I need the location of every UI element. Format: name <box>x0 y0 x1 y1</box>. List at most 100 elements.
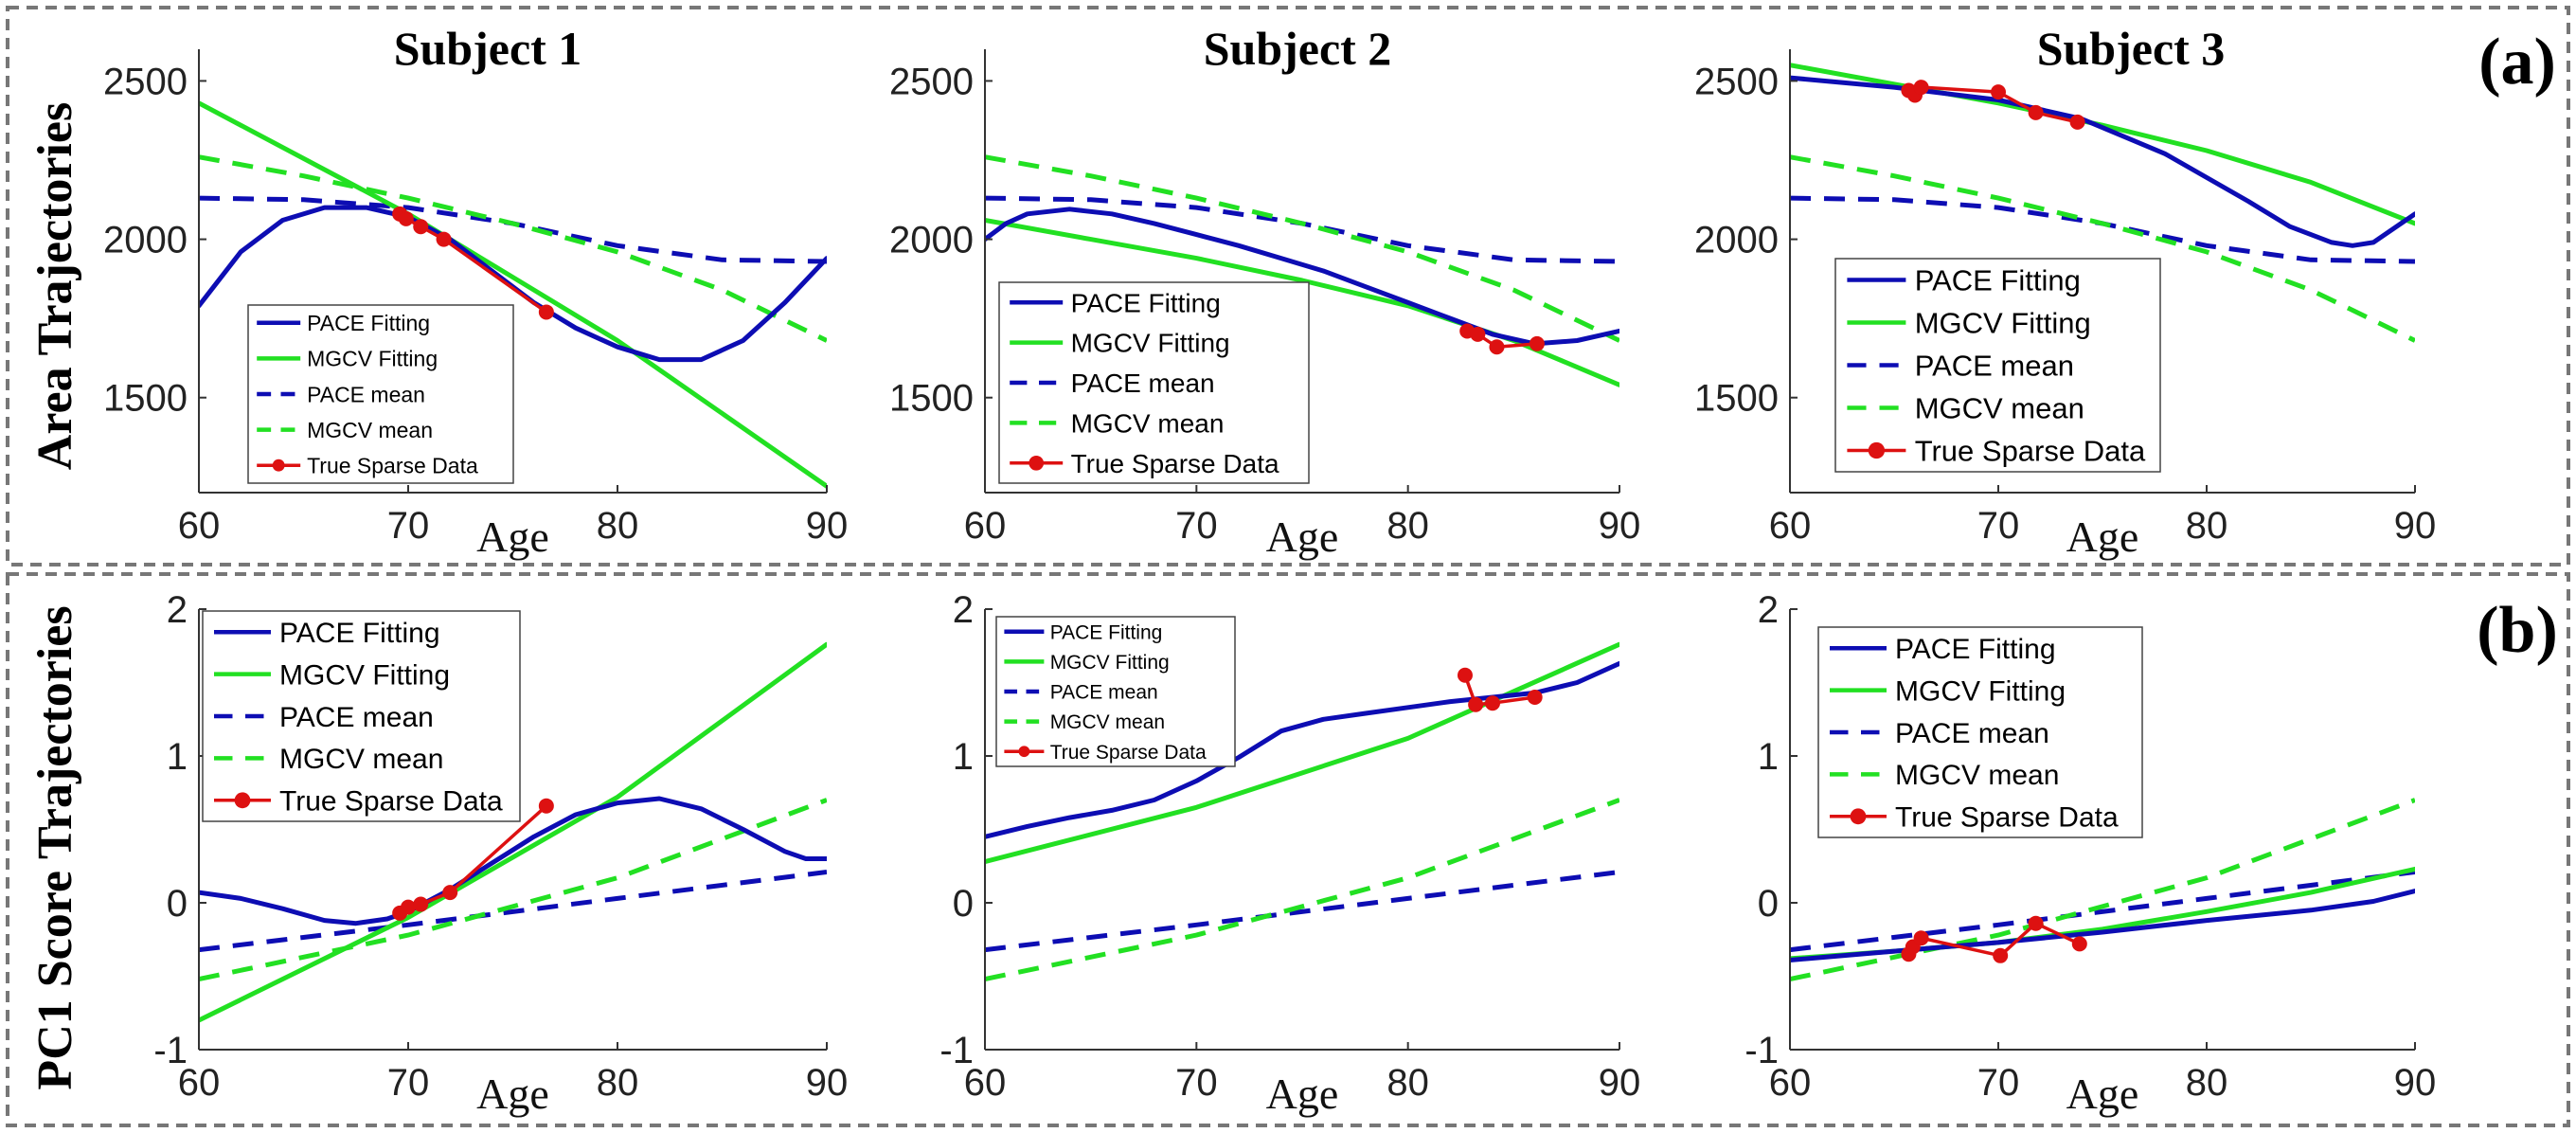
legend-entry: True Sparse Data <box>307 453 478 477</box>
series-line <box>199 870 827 953</box>
legend-entry: True Sparse Data <box>1915 435 2146 468</box>
series-line <box>985 154 1619 343</box>
series-line <box>199 798 827 982</box>
legend-entry: PACE Fitting <box>1050 621 1163 643</box>
row-label-b: PC1 Score Trajectories <box>28 605 82 1089</box>
series-line <box>1463 674 1537 707</box>
subplot-r1-c0: 60 70 80 90 -1 0 1 2 Age PACE Fitting MGCV Fitting… <box>153 589 848 1118</box>
series-group <box>1790 63 2415 343</box>
legend: PACE Fitting MGCV Fitting PACE mean MGCV me… <box>1817 626 2143 838</box>
x-tick-label: 70 <box>1977 505 2020 547</box>
x-tick-label: 80 <box>597 505 639 547</box>
x-axis-label: Age <box>476 513 549 561</box>
x-tick-label: 70 <box>1977 1062 2020 1104</box>
x-axis-label: Age <box>2066 1070 2139 1118</box>
series-line <box>199 796 827 926</box>
y-tick-label: 1 <box>167 736 188 778</box>
panel-tag-b: (b) <box>2477 594 2558 667</box>
row-frame-b <box>6 572 2570 1127</box>
legend: PACE Fitting MGCV Fitting PACE mean MGCV me… <box>202 610 521 822</box>
legend-entry: True Sparse Data <box>1895 802 2119 834</box>
data-point <box>413 219 429 235</box>
series-line <box>1790 870 2415 953</box>
plot-area: 60 70 80 90 1500 2000 2500 Age PACE Fitting MGCV … <box>103 49 2436 1118</box>
y-tick-label: -1 <box>1744 1030 1779 1071</box>
data-point <box>1489 339 1505 355</box>
legend-entry: PACE Fitting <box>1915 264 2081 297</box>
legend-entry: PACE mean <box>1895 718 2049 749</box>
x-tick-label: 90 <box>2394 505 2437 547</box>
legend-entry: MGCV mean <box>307 418 433 442</box>
legend-entry: PACE Fitting <box>1895 634 2056 665</box>
series-line <box>1790 63 2415 226</box>
column-title-1: Subject 1 <box>394 22 582 75</box>
panel-tag-a: (a) <box>2478 26 2556 99</box>
data-point <box>413 896 429 912</box>
data-point <box>2071 936 2087 952</box>
y-tick-label: 2 <box>953 589 974 631</box>
legend-entry: True Sparse Data <box>1071 449 1279 478</box>
legend-entry: MGCV mean <box>1915 392 2084 425</box>
data-point <box>1457 667 1473 683</box>
x-tick-label: 60 <box>178 1062 221 1104</box>
series-line <box>1790 195 2415 264</box>
y-tick-label: 1500 <box>103 378 188 420</box>
data-point <box>2028 915 2044 931</box>
x-tick-label: 80 <box>1386 1062 1429 1104</box>
x-tick-label: 80 <box>597 1062 639 1104</box>
x-axis-label: Age <box>2066 513 2139 561</box>
column-title-2: Subject 2 <box>1204 22 1392 75</box>
x-axis-label: Age <box>1266 1070 1339 1118</box>
legend-entry: PACE Fitting <box>1071 288 1221 317</box>
y-tick-label: 0 <box>167 883 188 925</box>
x-tick-label: 80 <box>1386 505 1429 547</box>
data-point <box>401 899 416 915</box>
series-line <box>199 154 827 343</box>
data-point <box>1991 84 2006 100</box>
legend-entry: PACE Fitting <box>307 311 430 335</box>
series-line <box>985 207 1619 347</box>
x-tick-label: 70 <box>387 1062 430 1104</box>
x-tick-label: 60 <box>178 505 221 547</box>
x-tick-label: 60 <box>964 505 1007 547</box>
x-tick-label: 90 <box>806 1062 849 1104</box>
series-group <box>1790 798 2415 982</box>
legend: PACE Fitting MGCV Fitting PACE mean MGCV me… <box>998 281 1310 484</box>
y-tick-label: 0 <box>1758 883 1779 925</box>
subplot-r0-c0: 60 70 80 90 1500 2000 2500 Age PACE Fitting MGCV … <box>103 49 848 561</box>
x-tick-label: 80 <box>2186 505 2228 547</box>
y-tick-label: 1500 <box>1694 378 1779 420</box>
legend-entry: MGCV Fitting <box>1915 307 2091 340</box>
y-tick-label: 2000 <box>103 220 188 261</box>
y-tick-label: -1 <box>939 1030 974 1071</box>
data-point <box>2069 114 2085 130</box>
legend-marker <box>1018 746 1030 758</box>
x-tick-label: 90 <box>1599 505 1641 547</box>
legend-entry: MGCV Fitting <box>1071 329 1230 358</box>
x-tick-label: 90 <box>1599 1062 1641 1104</box>
legend-entry: MGCV mean <box>279 744 443 775</box>
x-tick-label: 60 <box>1769 1062 1812 1104</box>
row-frame-a <box>6 6 2570 566</box>
y-tick-label: 1 <box>953 736 974 778</box>
x-tick-label: 90 <box>2394 1062 2437 1104</box>
data-point <box>1470 326 1486 342</box>
data-point <box>1527 690 1543 705</box>
x-tick-label: 70 <box>1175 505 1218 547</box>
y-tick-label: 2500 <box>1694 61 1779 102</box>
series-group <box>985 641 1619 982</box>
legend-marker <box>1868 441 1886 459</box>
x-tick-label: 60 <box>1769 505 1812 547</box>
y-tick-label: 2 <box>1758 589 1779 631</box>
data-point <box>1913 80 1929 96</box>
legend-entry: PACE mean <box>1915 350 2074 383</box>
legend: PACE Fitting MGCV Fitting PACE mean MGCV me… <box>995 616 1236 767</box>
y-tick-label: 2500 <box>889 61 974 102</box>
legend: PACE Fitting MGCV Fitting PACE mean MGCV me… <box>1834 258 2161 473</box>
data-point <box>538 304 554 320</box>
data-point <box>1485 695 1500 711</box>
x-tick-label: 70 <box>1175 1062 1218 1104</box>
legend-entry: MGCV Fitting <box>1895 675 2066 707</box>
x-tick-label: 60 <box>964 1062 1007 1104</box>
